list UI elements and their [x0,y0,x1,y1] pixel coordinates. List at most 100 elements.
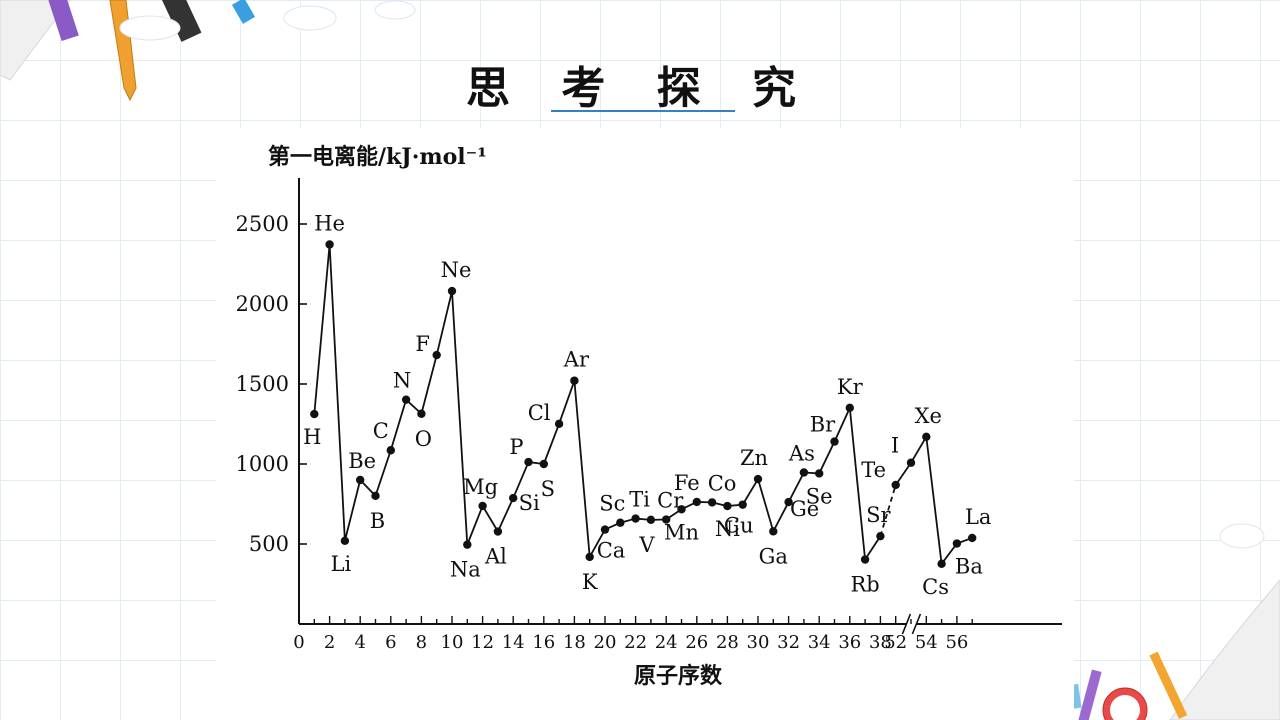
series-segment [757,478,775,532]
series-segment [833,407,851,442]
x-tick-label: 18 [563,632,586,653]
title-underline [551,110,735,112]
data-point [707,498,717,507]
point-label: Sc [599,492,625,516]
point-labels-layer: H He Li Be B C N O F Ne Na Mg Al Si PS Cl Ar K Ca Sc Ti VCr Mn… [303,211,991,598]
point-label: P [509,435,523,459]
point-label: Fe [674,471,700,495]
data-point [662,515,671,524]
data-point [784,497,793,507]
data-point [356,475,365,485]
data-point [509,493,518,503]
point-label: Na [450,558,481,582]
data-point [968,533,977,543]
data-point [937,559,946,569]
x-tick-label: 20 [594,632,617,653]
point-label: N [393,369,411,393]
series-segment [925,436,943,564]
x-tick-label: 56 [945,632,968,653]
point-label: Te [861,458,886,482]
point-label: Ni [715,517,740,541]
point-label: O [415,427,432,451]
data-point [646,515,656,525]
data-point [447,286,457,296]
data-point [493,527,503,536]
series-segment [497,497,515,532]
data-point [769,527,778,536]
data-point [815,469,824,478]
data-point [922,432,931,441]
pencil-icon [109,0,137,102]
data-point [463,540,472,549]
cloud-icon [1219,523,1265,549]
point-label: S [541,477,555,501]
data-point [570,376,579,385]
series-segment [772,501,790,532]
x-tick-label: 54 [915,632,938,653]
point-label: F [415,332,430,356]
point-label: Be [348,449,376,473]
y-tick-label: 2000 [236,292,289,316]
blue-pencil-icon [231,0,256,24]
x-tick-label: 14 [502,632,525,653]
data-point [860,555,870,564]
point-label: Rb [850,573,879,597]
series-segment [344,479,362,542]
point-label: Ti [629,488,650,512]
data-point [616,518,625,527]
point-label: Sr [866,503,891,527]
point-label: Br [810,413,836,437]
series-segment [512,461,530,499]
data-point [340,536,350,545]
y-tick-label: 2500 [236,212,289,236]
x-tick-label: 12 [471,632,494,653]
point-label: Mg [463,475,498,499]
y-axis-label: 第一电离能/kJ·mol⁻¹ [268,144,487,170]
point-label: Kr [837,375,864,399]
point-label: Ca [597,539,626,563]
point-label: Li [331,552,352,576]
y-tick-label: 1000 [236,452,289,476]
figure-panel: 第一电离能/kJ·mol⁻¹ 原子序数 0 2 4 6 8 10 12 14 16 18 20 22 2… [216,128,1074,720]
slide-title: 思 考 探 究 [466,63,814,114]
x-tick-label: 34 [808,632,831,653]
data-point [753,474,763,484]
data-point [677,505,686,514]
cloud-icon [119,15,181,41]
series-segment [451,290,469,545]
series-segment [818,441,836,474]
point-label: Mn [664,520,699,544]
data-point [906,458,916,467]
data-point [417,409,426,418]
purple-pencil-icon [1076,669,1102,720]
data-point [554,419,564,429]
black-marker-icon [160,0,202,42]
series-segment [864,535,882,561]
x-tick-label: 24 [655,632,678,653]
paper-curl-shape [1169,579,1280,720]
point-label: Si [519,491,540,515]
data-point [631,514,640,523]
x-tick-label: 26 [685,632,708,653]
series-segment [558,380,576,425]
x-tick-label: 6 [385,632,396,653]
x-tick-label: 8 [416,632,427,653]
data-point [952,539,962,548]
point-label: Cl [528,401,551,425]
point-label: K [582,570,598,594]
data-point [386,446,395,455]
data-point [325,240,334,249]
data-point [539,459,548,469]
x-tick-label: 10 [441,632,464,653]
series-segment [328,244,346,541]
data-point [401,395,411,404]
series-segment [894,462,912,486]
point-label: Se [806,484,833,508]
point-label: Ar [563,348,590,372]
series-segment [910,436,928,464]
series-segment [588,529,606,558]
data-point [738,500,747,509]
data-point [692,497,701,507]
point-label: Ga [759,544,788,568]
